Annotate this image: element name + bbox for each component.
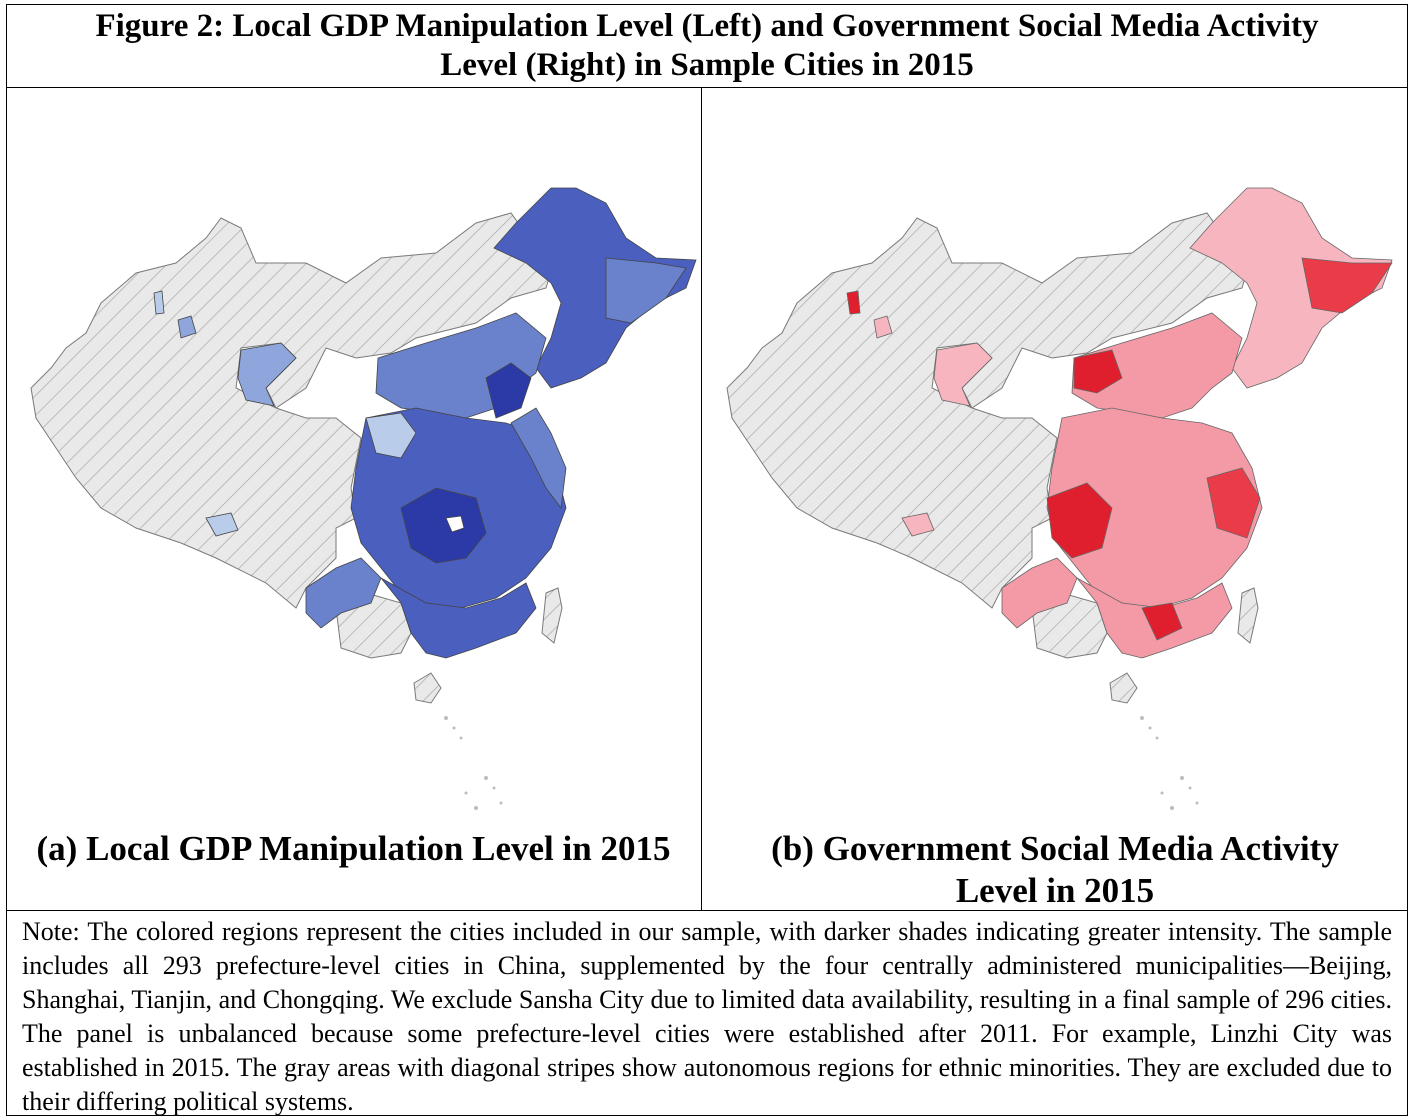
region-tibet-city — [205, 512, 239, 537]
excluded-region-hainan — [413, 672, 442, 704]
region-inner-mongolia-west — [237, 342, 297, 407]
region-tibet-city — [901, 512, 935, 537]
region-east-coast — [510, 407, 567, 510]
region-southwest — [1001, 557, 1078, 629]
region-sichuan-light — [365, 412, 417, 459]
map-social-media-activity — [726, 187, 1393, 810]
caption-gdp-manipulation: (a) Local GDP Manipulation Level in 2015 — [36, 829, 671, 868]
figure-title-line1: Figure 2: Local GDP Manipulation Level (… — [95, 8, 1319, 44]
region-northeast-light — [605, 257, 687, 324]
region-southwest — [305, 557, 382, 629]
figure-title: Figure 2: Local GDP Manipulation Level (… — [6, 4, 1408, 88]
region-north-dark — [1073, 349, 1123, 394]
region-central-dark — [1046, 482, 1113, 559]
region-central-darkest — [400, 487, 487, 564]
excluded-region-taiwan — [1237, 587, 1259, 644]
region-central-hole — [445, 515, 465, 533]
panel-gdp-manipulation: (a) Local GDP Manipulation Level in 2015 — [6, 88, 702, 910]
excluded-region-hainan — [1109, 672, 1138, 704]
figure-title-line2: Level (Right) in Sample Cities in 2015 — [440, 47, 974, 83]
caption-social-media-line1: (b) Government Social Media Activity — [771, 829, 1339, 868]
region-north-dark — [485, 362, 532, 419]
region-east-dark — [1206, 467, 1261, 539]
south-sea-islands — [444, 716, 503, 810]
region-xinjiang-city — [873, 315, 893, 339]
region-northeast-dark — [1301, 257, 1393, 314]
map-gdp-manipulation — [30, 187, 697, 810]
region-xinjiang-city-small — [846, 290, 861, 315]
south-sea-islands — [1140, 716, 1199, 810]
excluded-region-taiwan — [541, 587, 563, 644]
panel-social-media: (b) Government Social Media Activity Lev… — [702, 88, 1408, 910]
region-south-dark — [1141, 602, 1183, 641]
region-xinjiang-city — [177, 315, 197, 339]
region-north — [1071, 312, 1243, 419]
caption-social-media: (b) Government Social Media Activity Lev… — [702, 828, 1408, 912]
caption-social-media-line2: Level in 2015 — [955, 871, 1155, 910]
figure-note: Note: The colored regions represent the … — [6, 910, 1408, 1116]
region-south — [380, 577, 537, 659]
figure-frame — [6, 4, 1408, 1116]
region-xinjiang-city-small — [153, 290, 165, 315]
region-inner-mongolia-west — [933, 342, 993, 407]
